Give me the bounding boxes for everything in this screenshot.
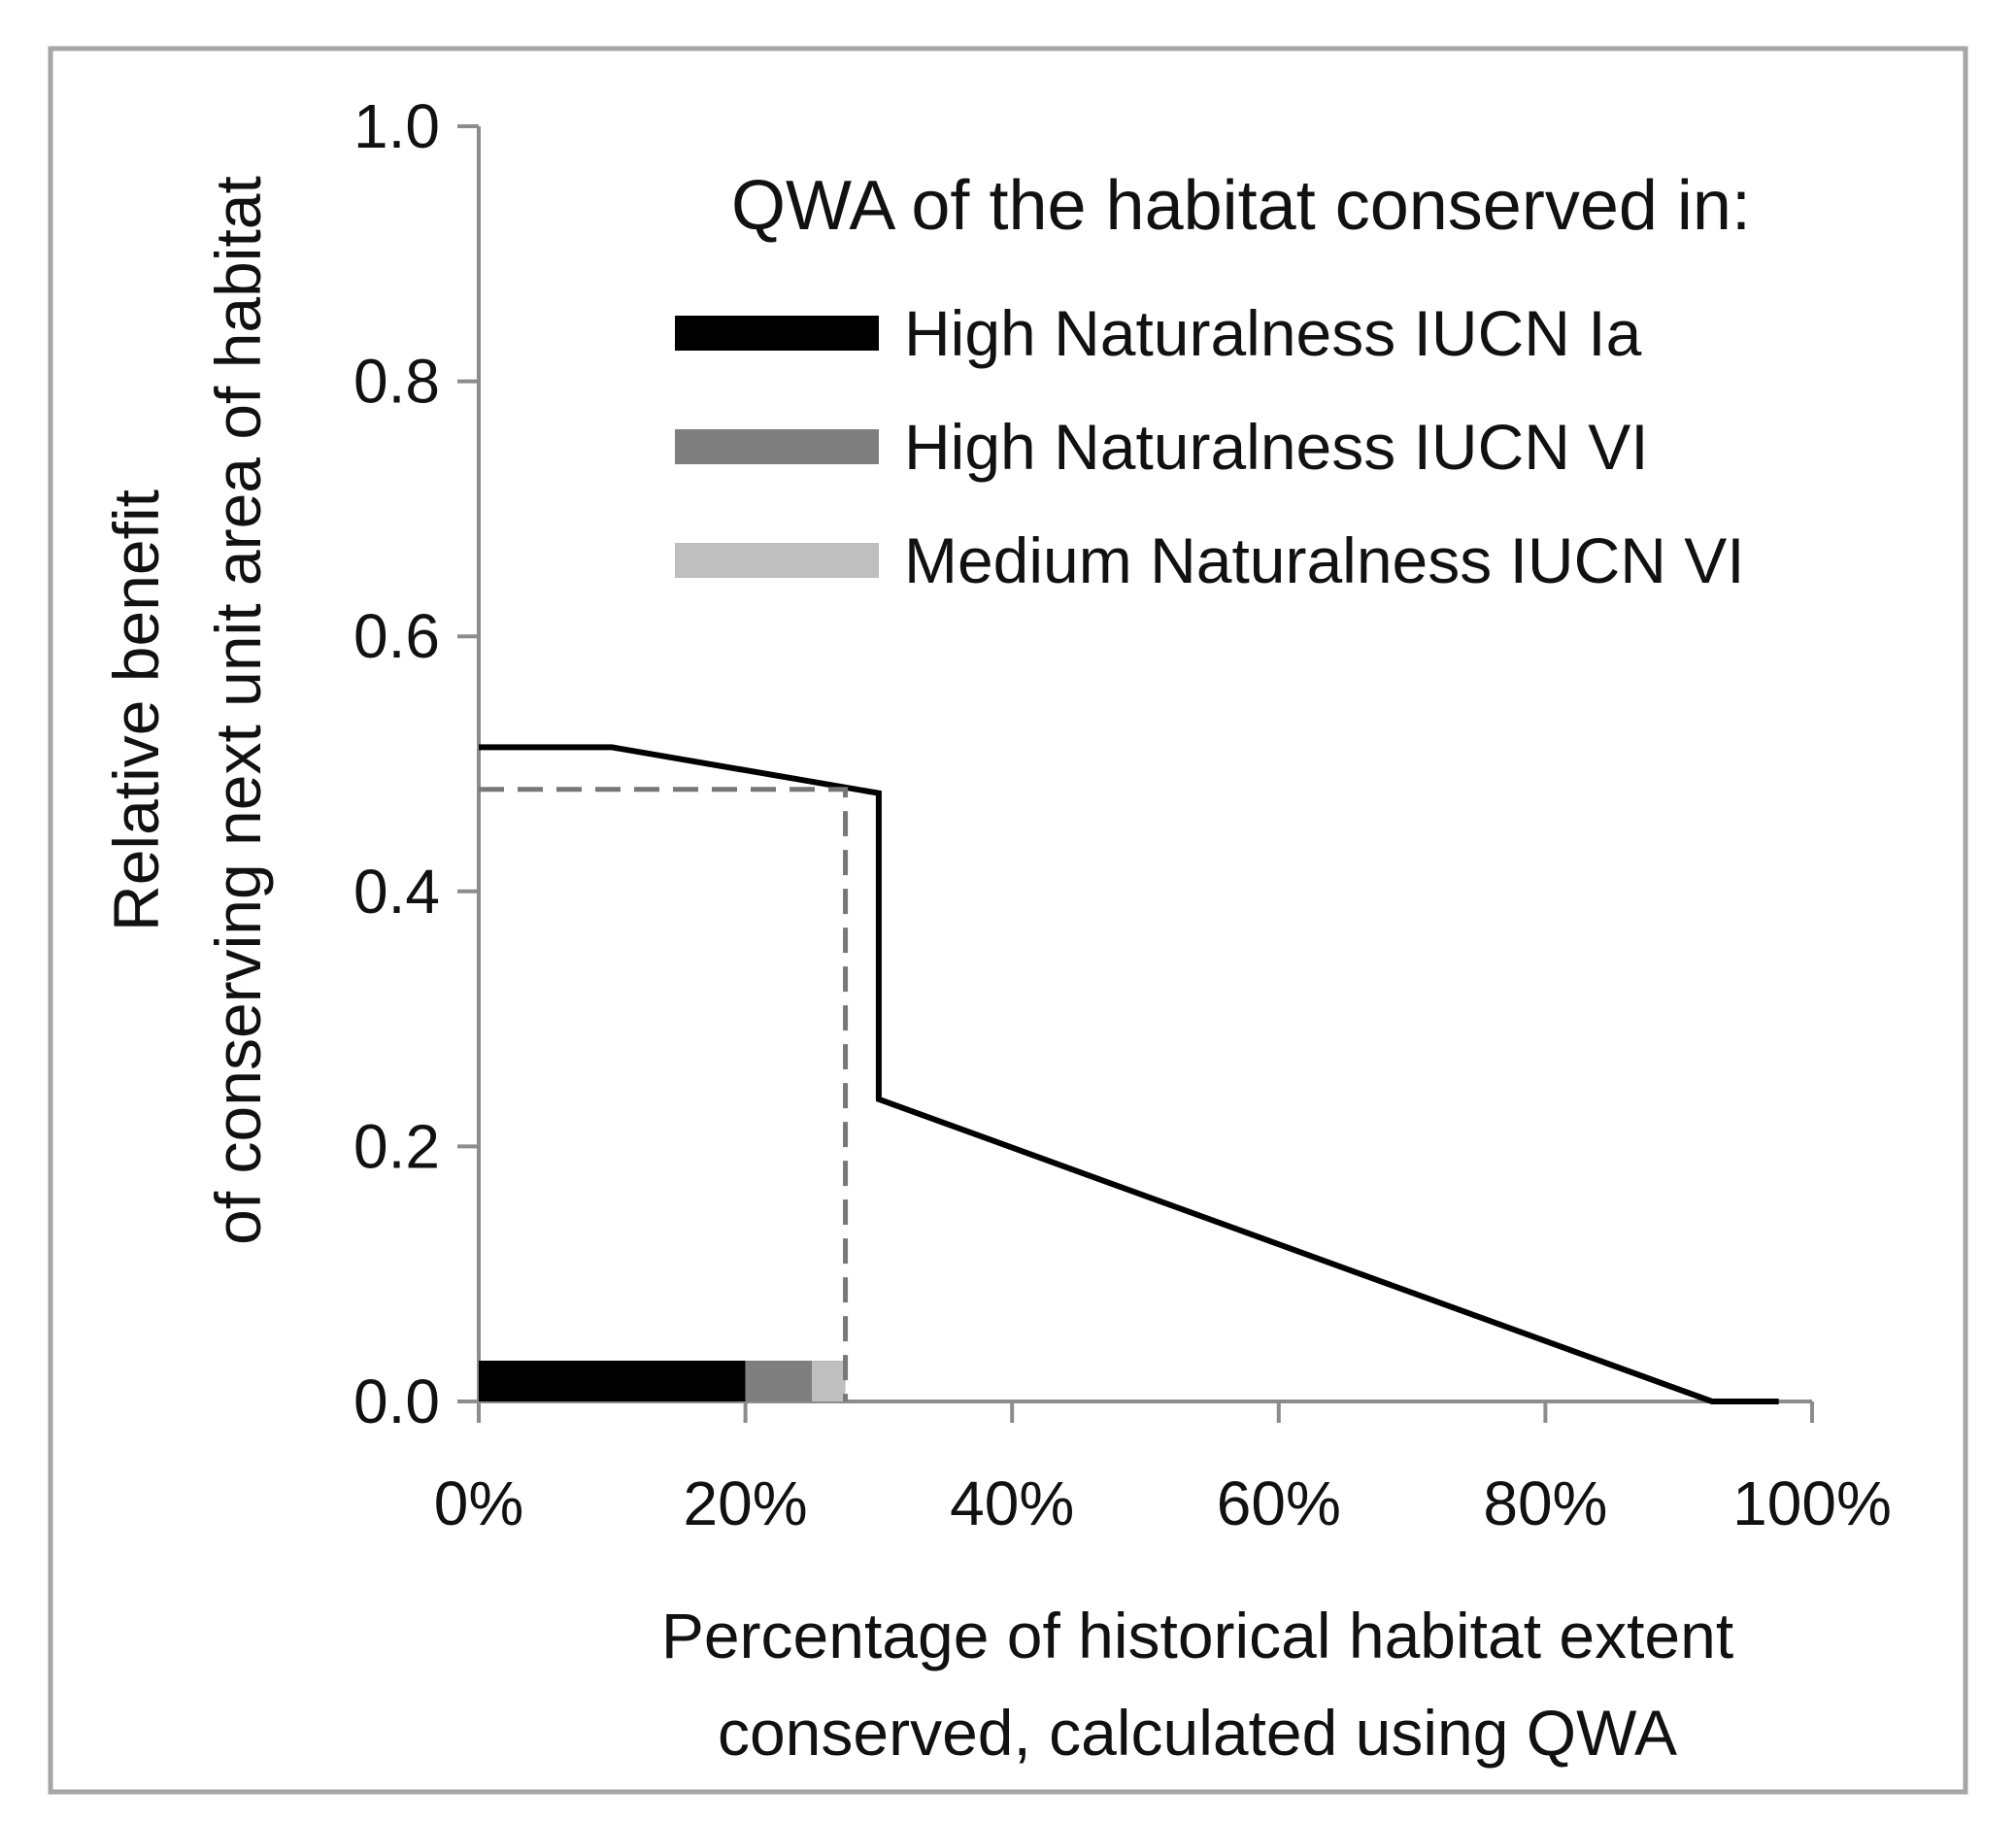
chart-frame	[48, 46, 1968, 1795]
y-tick-label: 1.0	[353, 91, 440, 161]
x-tick-label: 60%	[1217, 1468, 1341, 1538]
y-tick-label: 0.4	[353, 857, 440, 927]
x-tick-label: 80%	[1483, 1468, 1607, 1538]
bar-segment	[479, 1360, 746, 1401]
y-axis-title-line: of conserving next unit area of habitat	[202, 176, 274, 1245]
x-axis-title-line: conserved, calculated using QWA	[718, 1697, 1677, 1769]
x-axis-title-line: Percentage of historical habitat extent	[661, 1600, 1733, 1671]
y-axis-title-line: Relative benefit	[100, 489, 172, 931]
bar-segment	[812, 1360, 846, 1401]
legend-label: High Naturalness IUCN VI	[904, 411, 1649, 483]
plot-area: 0.0 0.2 0.4 0.6 0.8 1.0 0% 20% 40% 60% 80% 100% Perc…	[100, 91, 1892, 1769]
x-tick-label: 0%	[434, 1468, 524, 1538]
legend-swatch	[675, 429, 879, 464]
legend-label: High Naturalness IUCN Ia	[904, 297, 1642, 369]
y-tick-label: 0.0	[353, 1366, 440, 1436]
legend-title: QWA of the habitat conserved in:	[731, 167, 1751, 245]
y-tick-label: 0.2	[353, 1111, 440, 1181]
legend-swatch	[675, 543, 879, 578]
legend-label: Medium Naturalness IUCN VI	[904, 524, 1745, 596]
x-tick-label: 40%	[950, 1468, 1074, 1538]
dashed-reference-line	[479, 787, 849, 1401]
benefit-curve-line	[479, 744, 1779, 1404]
legend: QWA of the habitat conserved in: High Nat…	[675, 167, 1751, 596]
y-tick-label: 0.6	[353, 601, 440, 671]
bar-segment	[745, 1360, 813, 1401]
y-tick-label: 0.8	[353, 347, 440, 417]
x-tick-label: 20%	[684, 1468, 808, 1538]
legend-swatch	[675, 316, 879, 351]
x-tick-label: 100%	[1732, 1468, 1892, 1538]
